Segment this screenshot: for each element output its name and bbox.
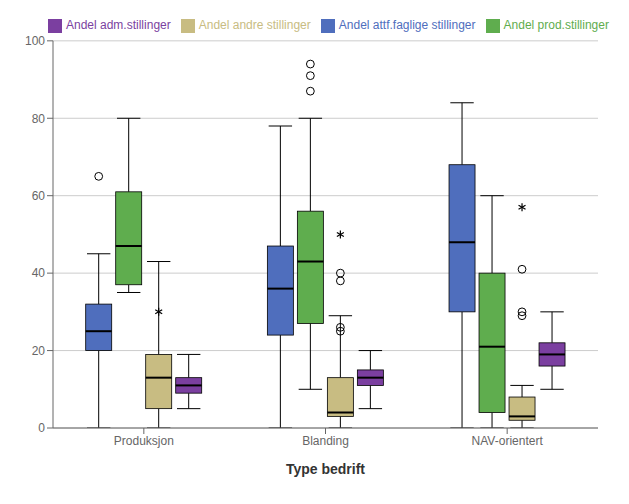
html-text:Andel prod.stillinger: Andel prod.stillinger bbox=[503, 18, 609, 32]
svg-text:Type bedrift: Type bedrift bbox=[286, 461, 365, 477]
svg-text:20: 20 bbox=[32, 344, 46, 358]
svg-text:Blanding: Blanding bbox=[302, 434, 349, 448]
html-text:Andel attf.faglige stillinger: Andel attf.faglige stillinger bbox=[338, 18, 476, 32]
svg-text:0: 0 bbox=[38, 421, 45, 435]
svg-text:NAV-orientert: NAV-orientert bbox=[472, 434, 544, 448]
svg-text:Produksjon: Produksjon bbox=[114, 434, 174, 448]
html-text:Andel andre stillinger: Andel andre stillinger bbox=[198, 18, 311, 32]
svg-text:40: 40 bbox=[32, 266, 46, 280]
svg-text:80: 80 bbox=[32, 112, 46, 126]
html-text:Andel adm.stillinger: Andel adm.stillinger bbox=[66, 18, 171, 32]
svg-text:60: 60 bbox=[32, 189, 46, 203]
svg-text:100: 100 bbox=[25, 34, 45, 48]
